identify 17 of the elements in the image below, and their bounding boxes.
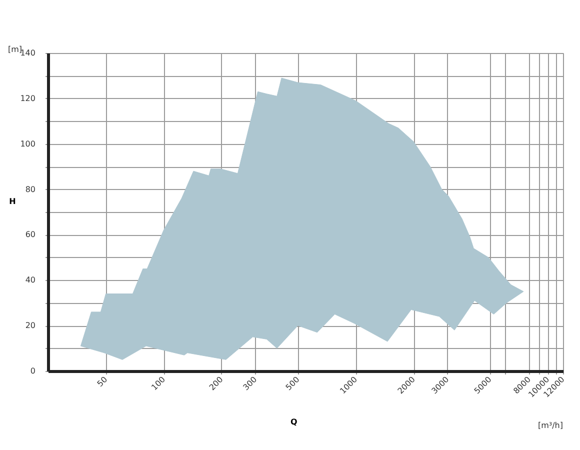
y-tick-label: 20: [25, 321, 36, 330]
x-tick-label: 500: [284, 374, 302, 392]
x-axis-title: Q: [290, 418, 298, 426]
x-tick-label: 200: [208, 374, 225, 392]
text: [m³/h]: [538, 421, 563, 430]
y-tick-label: 100: [20, 139, 36, 148]
x-tick-label: 300: [241, 374, 259, 392]
x-tick-label: 100: [150, 374, 167, 392]
x-tick-label: 50: [96, 374, 110, 389]
y-axis-title: H: [9, 197, 16, 206]
y-tick-label: 80: [25, 184, 36, 194]
y-tick-label: 120: [20, 94, 36, 103]
y-tick-label: 60: [25, 230, 36, 240]
y-tick-label: 40: [25, 276, 36, 285]
y-tick-label: 140: [20, 48, 36, 58]
y-tick-label: 0: [30, 366, 36, 376]
text: [m]: [8, 45, 22, 54]
